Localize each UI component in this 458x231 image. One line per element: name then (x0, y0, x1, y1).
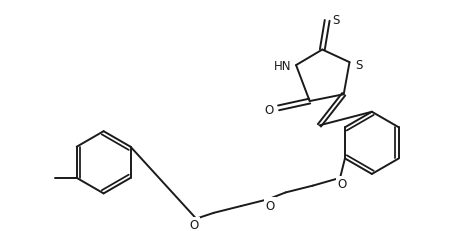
Text: HN: HN (274, 59, 291, 72)
Text: O: O (338, 177, 347, 190)
Text: S: S (355, 58, 363, 71)
Text: O: O (264, 104, 273, 117)
Text: S: S (332, 14, 339, 27)
Text: O: O (190, 218, 199, 231)
Text: O: O (266, 199, 275, 212)
